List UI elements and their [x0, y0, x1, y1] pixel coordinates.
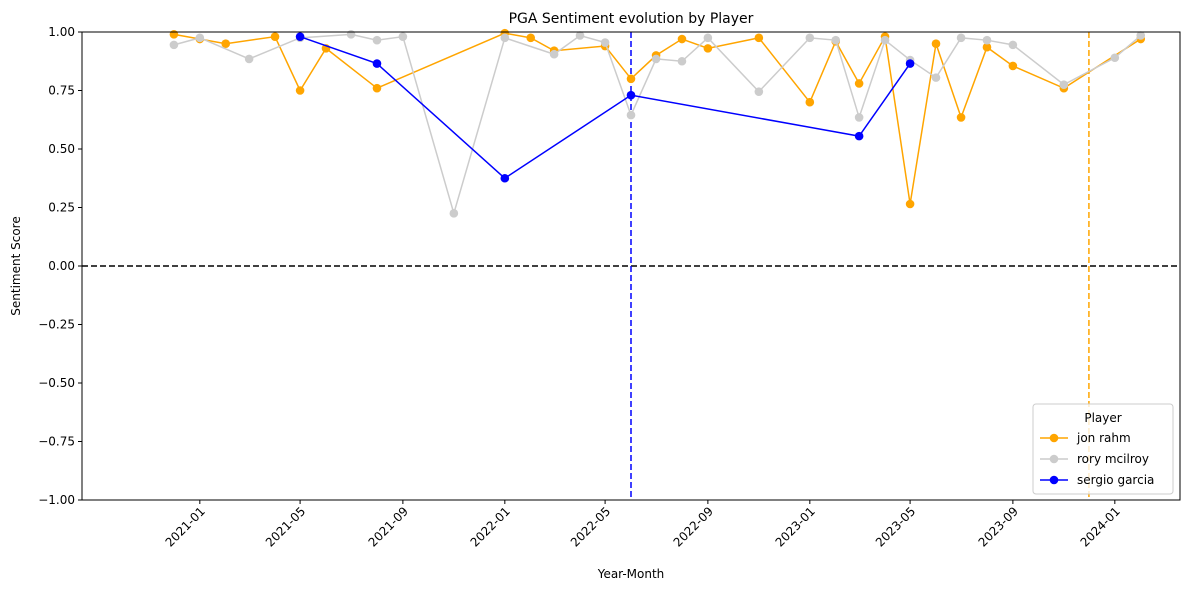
data-point: [626, 74, 636, 84]
data-point: [905, 59, 915, 68]
data-point: [880, 35, 890, 45]
y-tick-label: 0.75: [48, 84, 75, 98]
data-point: [1059, 80, 1069, 89]
data-point: [1008, 40, 1018, 50]
y-tick-label: 0.50: [48, 142, 75, 156]
data-point: [677, 34, 687, 44]
legend-label: rory mcilroy: [1077, 452, 1149, 466]
series-line: [299, 35, 911, 180]
data-point: [956, 33, 966, 43]
data-point: [905, 199, 915, 209]
data-point: [372, 35, 382, 45]
legend-marker: [1049, 433, 1059, 443]
data-point: [677, 56, 687, 66]
data-point: [854, 131, 864, 141]
data-point: [626, 110, 636, 120]
data-point: [1008, 61, 1018, 71]
y-tick-label: −1.00: [38, 493, 75, 507]
legend-box: [1032, 403, 1174, 495]
data-point: [600, 38, 610, 47]
data-point: [651, 54, 661, 64]
x-axis-label: Year-Month: [597, 567, 665, 581]
data-point: [703, 44, 713, 53]
data-point: [854, 79, 864, 88]
data-point: [500, 173, 510, 183]
data-point: [1110, 53, 1120, 63]
chart-title: PGA Sentiment evolution by Player: [509, 11, 754, 27]
data-point: [169, 30, 179, 39]
data-point: [244, 54, 254, 64]
data-point: [703, 33, 713, 43]
data-point: [754, 87, 764, 96]
data-point: [195, 33, 205, 43]
y-tick-label: −0.25: [38, 318, 75, 332]
data-point: [831, 35, 841, 45]
y-tick-label: −0.50: [38, 376, 75, 390]
y-tick-label: 0.00: [48, 259, 75, 273]
data-point: [295, 32, 305, 41]
data-point: [1136, 31, 1146, 40]
data-point: [346, 30, 356, 39]
data-point: [754, 33, 764, 43]
y-tick-label: −0.75: [38, 435, 75, 449]
data-point: [398, 32, 408, 41]
data-point: [500, 33, 510, 43]
data-point: [449, 209, 459, 218]
data-point: [805, 97, 815, 107]
legend-marker: [1049, 475, 1059, 485]
data-point: [956, 113, 966, 122]
data-point: [982, 42, 992, 52]
legend-label: jon rahm: [1076, 431, 1131, 445]
y-tick-label: 1.00: [48, 25, 75, 39]
data-point: [854, 113, 864, 122]
data-point: [982, 35, 992, 45]
data-point: [221, 39, 231, 48]
data-point: [295, 86, 305, 95]
data-point: [526, 33, 536, 43]
legend-label: sergio garcia: [1077, 473, 1154, 487]
y-axis: −1.00 −0.75 −0.50 −0.25 0.00 0.25 0.50 0.75 1.00: [38, 25, 82, 507]
legend: Player jon rahm rory mcilroy sergio garcia: [1032, 403, 1174, 495]
y-axis-label: Sentiment Score: [9, 216, 23, 315]
data-point: [169, 40, 179, 50]
data-point: [372, 59, 382, 68]
data-point: [575, 31, 585, 40]
data-point: [626, 90, 636, 100]
data-point: [931, 39, 941, 48]
legend-marker: [1049, 454, 1059, 464]
data-point: [270, 32, 280, 41]
data-point: [549, 49, 559, 59]
data-point: [805, 33, 815, 43]
data-point: [931, 73, 941, 82]
legend-title: Player: [1084, 411, 1121, 425]
y-tick-label: 0.25: [48, 201, 75, 215]
data-point: [372, 83, 382, 93]
